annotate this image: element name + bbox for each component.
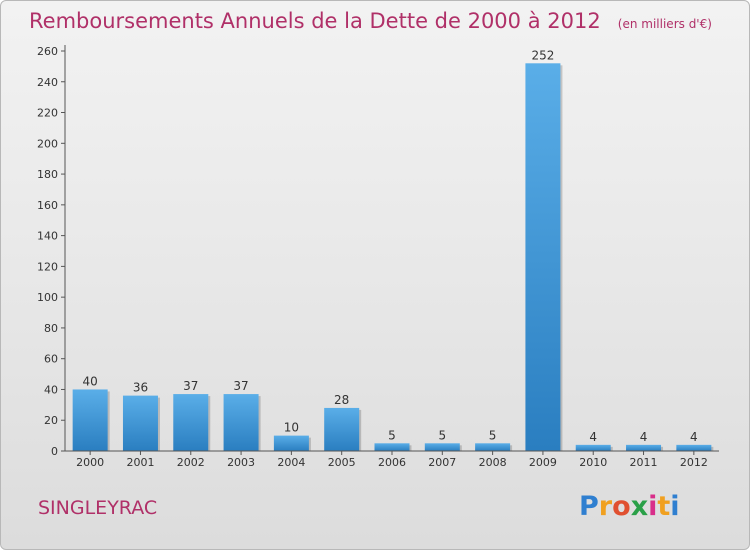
chart-title: Remboursements Annuels de la Dette de 20… [29,9,601,33]
bar [173,394,209,451]
x-tick-label: 2004 [277,456,305,469]
y-tick-label: 160 [37,199,58,212]
bar [676,444,712,451]
logo-letter: i [670,491,680,522]
bar-value-label: 37 [233,379,248,393]
bar-value-label: 40 [83,374,98,388]
bar-value-label: 5 [438,428,446,442]
logo-letter: o [612,491,631,522]
logo-letter: r [598,491,613,522]
bar-value-label: 4 [690,430,698,444]
y-tick-label: 60 [44,353,58,366]
y-tick-label: 140 [37,230,58,243]
bar [475,443,511,451]
bar-value-label: 5 [489,428,497,442]
bar [374,443,410,451]
bar-value-label: 37 [183,379,198,393]
bar-value-label: 4 [589,430,597,444]
y-tick-label: 200 [37,137,58,150]
bar [122,395,158,451]
y-tick-label: 180 [37,168,58,181]
x-tick-label: 2011 [630,456,658,469]
y-tick-label: 40 [44,383,58,396]
bar [575,444,611,451]
bar-value-label: 10 [284,421,299,435]
bar-value-label: 28 [334,393,349,407]
y-tick-label: 0 [51,445,58,458]
y-tick-label: 20 [44,414,58,427]
unit-note: (en milliers d'€) [617,17,712,31]
bar [273,435,309,451]
x-tick-label: 2003 [227,456,255,469]
bar-value-label: 252 [531,48,554,62]
x-tick-label: 2008 [479,456,507,469]
logo-letter: P [579,491,599,522]
y-tick-label: 100 [37,291,58,304]
x-tick-label: 2010 [579,456,607,469]
y-tick-label: 240 [37,76,58,89]
bar [424,443,460,451]
x-tick-label: 2005 [328,456,356,469]
bar-value-label: 5 [388,428,396,442]
bar [324,407,360,451]
town-name: SINGLEYRAC [38,497,158,519]
bar [72,389,108,451]
bar [525,63,561,452]
x-tick-label: 2006 [378,456,406,469]
x-tick-label: 2012 [680,456,708,469]
logo-letter: i [648,491,658,522]
bar-value-label: 4 [640,430,648,444]
y-tick-label: 260 [37,45,58,58]
x-tick-label: 2000 [76,456,104,469]
chart-title-block: Remboursements Annuels de la Dette de 20… [29,9,712,33]
logo-letter: x [630,491,649,522]
x-tick-label: 2007 [428,456,456,469]
bar [626,444,662,451]
x-tick-label: 2001 [126,456,154,469]
y-tick-label: 220 [37,107,58,120]
x-tick-label: 2002 [177,456,205,469]
bar-value-label: 36 [133,381,148,395]
proxiti-logo: Proxiti [579,491,680,522]
bar [223,394,259,451]
logo-letter: t [657,491,671,522]
y-tick-label: 80 [44,322,58,335]
x-tick-label: 2009 [529,456,557,469]
y-tick-label: 120 [37,260,58,273]
